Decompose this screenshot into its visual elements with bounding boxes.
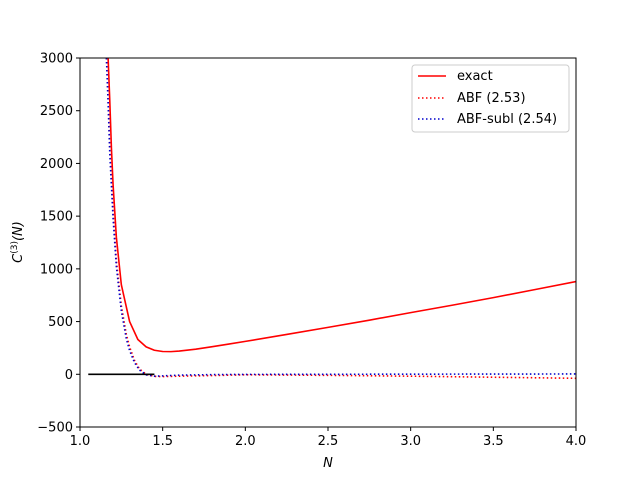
y-tick-label: 2500 [40,104,73,119]
y-tick-label: 2000 [40,157,73,172]
y-axis-label-suffix: (N) [11,221,26,241]
x-tick-label: 3.0 [400,434,421,449]
y-tick-label: 0 [65,368,73,383]
x-tick-label: 3.5 [483,434,504,449]
legend: exact ABF (2.53) ABF-subl (2.54) [411,64,570,133]
y-tick-label: 1000 [40,262,73,277]
series-line-exact [107,58,576,353]
y-tick-label: 500 [48,315,73,330]
x-tick-label: 1.5 [152,434,173,449]
x-axis-label: N [323,456,333,471]
x-tick-label: 4.0 [566,434,587,449]
x-tick-label: 1.0 [70,434,91,449]
y-axis-label-base: C [11,253,26,263]
legend-entry-abf-subl: ABF-subl (2.54) [457,112,557,127]
x-tick-label: 2.0 [235,434,256,449]
y-axis-label: C(3)(N) [10,221,26,263]
x-axis: 1.0 1.5 2.0 2.5 3.0 3.5 4.0 [70,427,587,449]
y-axis: −500 0 500 1000 1500 2000 2500 3000 [37,52,80,436]
y-axis-label-sup: (3) [10,241,20,254]
y-tick-label: 3000 [40,52,73,67]
legend-entry-exact: exact [457,69,493,84]
x-tick-label: 2.5 [318,434,339,449]
y-tick-label: 1500 [40,210,73,225]
plot-lines [88,58,576,380]
legend-box [411,64,570,133]
y-tick-label: −500 [37,421,73,436]
series-line-abf-subl-2-54 [105,58,576,377]
legend-entry-abf: ABF (2.53) [457,91,526,106]
